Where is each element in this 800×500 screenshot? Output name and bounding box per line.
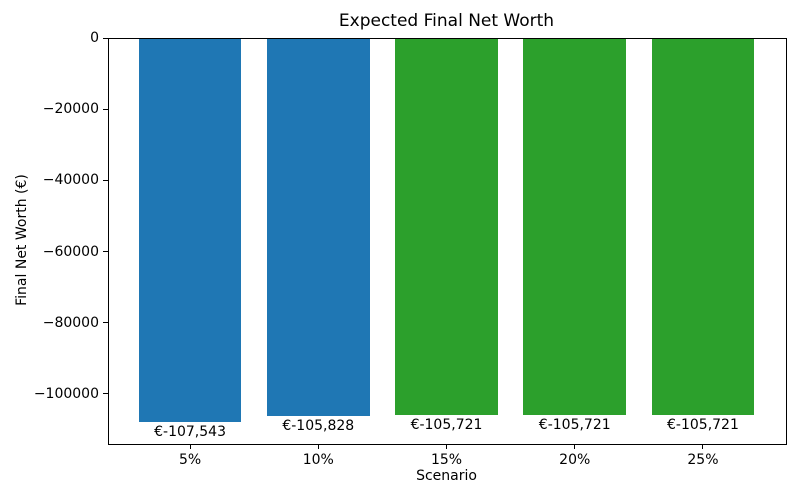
x-tick-label: 5% [178, 452, 202, 468]
x-tick-mark [446, 444, 447, 449]
bar [651, 39, 755, 416]
x-tick-label: 25% [687, 452, 719, 468]
y-tick-mark [103, 393, 108, 395]
x-tick-mark [574, 444, 576, 449]
y-tick-label: −100000 [33, 385, 99, 402]
bar-value-label: €-105,721 [667, 417, 739, 434]
y-tick-mark [103, 251, 108, 253]
x-tick-mark [317, 444, 319, 449]
y-tick-label: 0 [90, 30, 99, 46]
y-axis-label: Final Net Worth (€) [14, 174, 30, 306]
x-tick-mark [189, 444, 191, 449]
x-tick-label: 10% [302, 452, 334, 468]
x-axis-label: Scenario [416, 468, 477, 484]
bar [395, 39, 498, 416]
bar [523, 39, 626, 416]
y-tick-mark [103, 37, 108, 39]
y-tick-mark [103, 322, 108, 324]
bar-value-label: €-105,828 [282, 417, 355, 434]
bar [266, 39, 370, 416]
bar-value-label: €-105,721 [538, 417, 611, 434]
bar [138, 39, 242, 422]
x-tick-mark [702, 444, 704, 449]
y-tick-label: −20000 [42, 101, 99, 118]
x-tick-label: 15% [430, 452, 463, 468]
chart-title: Expected Final Net Worth [338, 11, 555, 31]
y-tick-mark [103, 179, 108, 181]
y-tick-label: −80000 [42, 314, 99, 331]
y-tick-label: −60000 [42, 243, 99, 260]
bar-value-label: €-107,543 [154, 423, 226, 440]
y-tick-mark [103, 108, 108, 110]
y-tick-label: −40000 [42, 172, 99, 189]
x-tick-label: 20% [559, 452, 591, 468]
bar-value-label: €-105,721 [410, 417, 483, 434]
